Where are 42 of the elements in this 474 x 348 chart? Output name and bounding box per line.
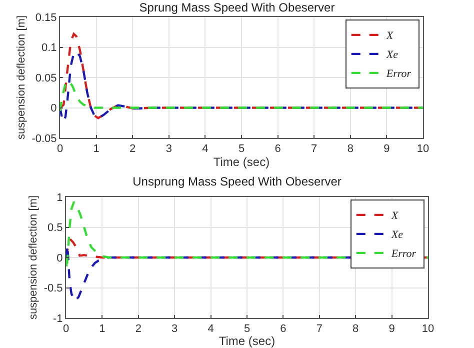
y-tick-label: 0.05 (35, 72, 57, 84)
y-tick-label: 0.1 (42, 42, 57, 54)
x-tick-label: 2 (130, 143, 136, 156)
y-tick-label: -0.5 (44, 282, 63, 295)
legend-label: Error (390, 248, 417, 260)
y-tick-label: 1 (56, 192, 63, 204)
x-tick-label: 1 (99, 323, 106, 336)
x-tick-label: 10 (422, 323, 434, 336)
x-tick-label: 5 (238, 143, 245, 156)
legend-label: Xe (390, 229, 404, 242)
x-tick-label: 9 (384, 143, 390, 156)
chart-title: Unsprung Mass Speed With Obeserver (132, 174, 342, 188)
y-tick-label: 0 (56, 252, 63, 264)
y-tick-label: 0.15 (35, 12, 57, 24)
x-tick-label: 6 (274, 143, 281, 156)
legend-label: Xe (385, 49, 398, 62)
y-tick-label: 0.5 (48, 222, 63, 234)
legend-label: X (390, 210, 400, 222)
x-tick-label: 8 (347, 143, 354, 156)
x-tick-label: 10 (416, 143, 430, 156)
x-tick-label: 5 (244, 323, 250, 336)
x-tick-label: 7 (316, 323, 322, 336)
y-tick-label: -0.05 (32, 132, 57, 145)
legend-label: Error (385, 68, 412, 80)
legend-label: X (385, 30, 394, 42)
x-tick-label: 9 (388, 323, 395, 336)
chart-title: Sprung Mass Speed With Obeserver (139, 0, 335, 14)
x-tick-label: 1 (93, 143, 100, 156)
x-tick-label: 4 (202, 143, 208, 156)
x-tick-label: 7 (311, 143, 318, 156)
x-tick-label: 3 (172, 323, 178, 336)
x-tick-label: 8 (352, 323, 359, 336)
y-axis-title: suspension deflection [m] (27, 195, 40, 320)
x-axis-title: Time (sec) (213, 155, 270, 170)
y-tick-label: 0 (50, 102, 57, 115)
y-tick-label: -1 (53, 312, 63, 325)
x-axis-title: Time (sec) (218, 334, 276, 348)
x-tick-label: 2 (135, 323, 142, 336)
x-tick-label: 6 (280, 323, 286, 336)
x-tick-label: 4 (208, 323, 214, 336)
y-axis-title: suspension deflection [m] (15, 15, 28, 140)
x-tick-label: 3 (166, 143, 172, 156)
